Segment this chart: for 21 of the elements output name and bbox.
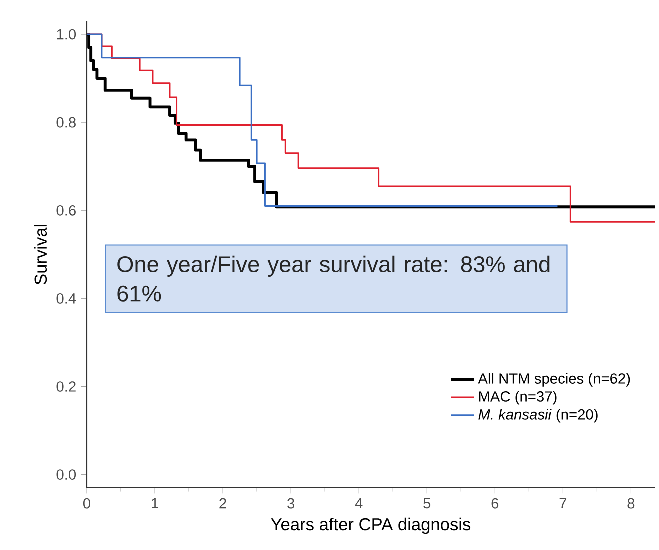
legend-label: M. kansasii (n=20): [478, 409, 598, 423]
y-tick-label: 0.2: [56, 382, 76, 392]
y-tick-label: 0.4: [56, 294, 76, 304]
y-tick-label: 1.0: [57, 29, 76, 40]
x-tick-label: 3: [288, 498, 295, 509]
annotation: One year/Five year survival rate: 83% and 61%: [118, 256, 550, 302]
y-tick-label: 0.0: [56, 470, 76, 480]
y-tick-label: 0.8: [56, 117, 76, 128]
x-tick-label: 2: [220, 498, 226, 509]
x-tick-label: 0: [83, 498, 90, 509]
x-tick-label: 4: [355, 498, 363, 508]
x-tick-label: 7: [560, 498, 567, 508]
x-tick-label: 1: [152, 498, 158, 508]
x-tick-label: 5: [424, 498, 431, 509]
legend-label: All NTM species (n=62): [478, 373, 630, 387]
x-axis-title: Years after CPA diagnosis: [271, 518, 471, 534]
legend-label: MAC (n=37): [479, 391, 557, 405]
x-tick-label: 6: [492, 498, 499, 509]
y-tick-label: 0.6: [56, 205, 76, 216]
x-tick-label: 8: [628, 498, 635, 509]
y-axis-title: Survival: [34, 225, 48, 285]
